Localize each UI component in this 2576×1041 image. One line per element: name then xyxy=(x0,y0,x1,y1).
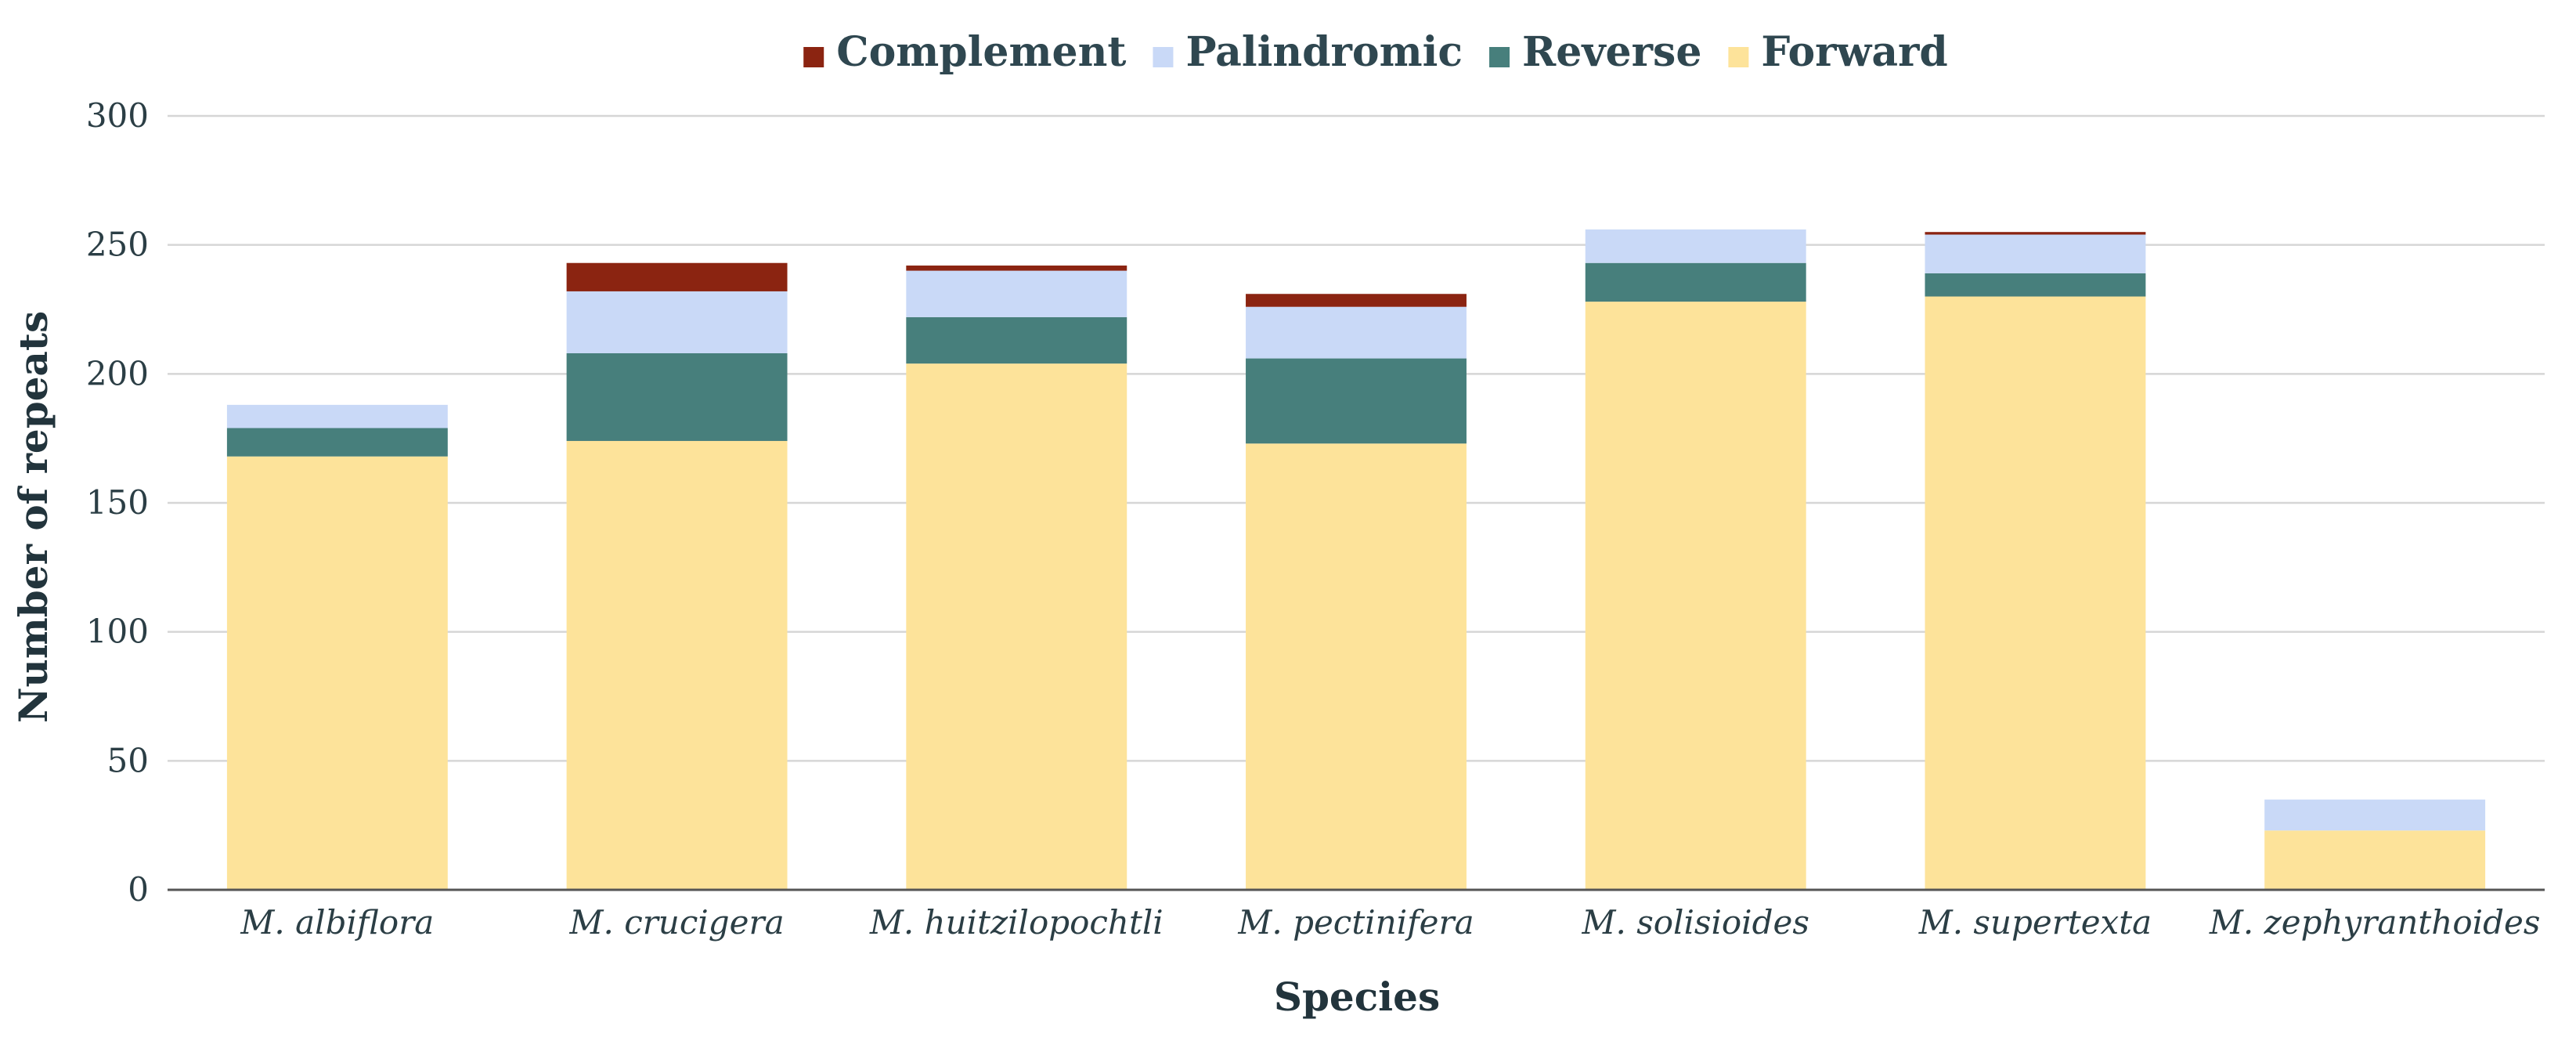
legend-label: Complement xyxy=(836,28,1126,76)
x-tick-label: M. zephyranthoides xyxy=(2209,903,2540,942)
bar-segment-reverse xyxy=(1925,273,2146,297)
legend-label: Forward xyxy=(1761,28,1947,76)
x-axis-ticks: M. albiflora M. crucigera M. huitzilopocht… xyxy=(240,903,2540,942)
legend-item-complement: Complement xyxy=(803,28,1126,76)
bar-segment-reverse xyxy=(1246,358,1467,444)
bar-segment-palindromic xyxy=(566,291,788,353)
bar-segment-reverse xyxy=(566,352,788,441)
bar-segment-palindromic xyxy=(1246,306,1467,359)
legend-label: Reverse xyxy=(1522,28,1701,76)
y-axis-title: Number of repeats xyxy=(10,311,56,723)
y-tick-label: 100 xyxy=(86,613,149,651)
bar-segment-reverse xyxy=(226,428,448,457)
bar-segment-forward xyxy=(906,363,1127,890)
y-tick-label: 0 xyxy=(128,870,149,909)
bar-segment-palindromic xyxy=(1585,229,1806,263)
x-tick-label: M. huitzilopochtli xyxy=(869,903,1164,942)
bar-segment-forward xyxy=(1585,302,1806,890)
y-tick-label: 300 xyxy=(86,96,149,135)
bar-segment-reverse xyxy=(906,316,1127,364)
legend-swatch xyxy=(1728,47,1749,67)
x-tick-label: M. supertexta xyxy=(1918,903,2152,942)
y-tick-label: 50 xyxy=(107,741,149,779)
bar-segment-forward xyxy=(226,456,448,890)
y-tick-label: 150 xyxy=(86,483,149,522)
x-axis-title: Species xyxy=(1274,974,1440,1020)
bar-segment-forward xyxy=(1925,296,2146,890)
y-tick-label: 200 xyxy=(86,354,149,392)
bar-segment-palindromic xyxy=(1925,234,2146,273)
legend-swatch xyxy=(1489,47,1510,67)
y-axis-ticks: 0 50 100 150 200 250 300 xyxy=(86,96,149,909)
bar-segment-complement xyxy=(1246,294,1467,307)
legend-label: Palindromic xyxy=(1185,28,1463,76)
bar-segment-reverse xyxy=(1585,262,1806,302)
bar-segment-forward xyxy=(1246,443,1467,890)
legend-item-palindromic: Palindromic xyxy=(1153,28,1463,76)
legend-swatch xyxy=(803,47,824,67)
x-tick-label: M. pectinifera xyxy=(1237,903,1474,942)
bars xyxy=(226,229,2486,890)
bar-segment-palindromic xyxy=(906,270,1127,317)
bar-segment-complement xyxy=(906,266,1127,271)
bar-segment-complement xyxy=(566,262,788,291)
legend-item-reverse: Reverse xyxy=(1489,28,1701,76)
x-tick-label: M. albiflora xyxy=(240,903,434,942)
y-tick-label: 250 xyxy=(86,226,149,264)
bar-segment-forward xyxy=(2264,830,2486,890)
bar-segment-complement xyxy=(1925,232,2146,235)
legend: Complement Palindromic Reverse Forward xyxy=(803,28,1948,76)
bar-segment-forward xyxy=(566,440,788,890)
x-tick-label: M. solisioides xyxy=(1582,903,1809,942)
bar-segment-palindromic xyxy=(2264,799,2486,831)
legend-swatch xyxy=(1153,47,1174,67)
bar-segment-palindromic xyxy=(226,404,448,428)
legend-item-forward: Forward xyxy=(1728,28,1948,76)
x-tick-label: M. crucigera xyxy=(568,903,784,942)
